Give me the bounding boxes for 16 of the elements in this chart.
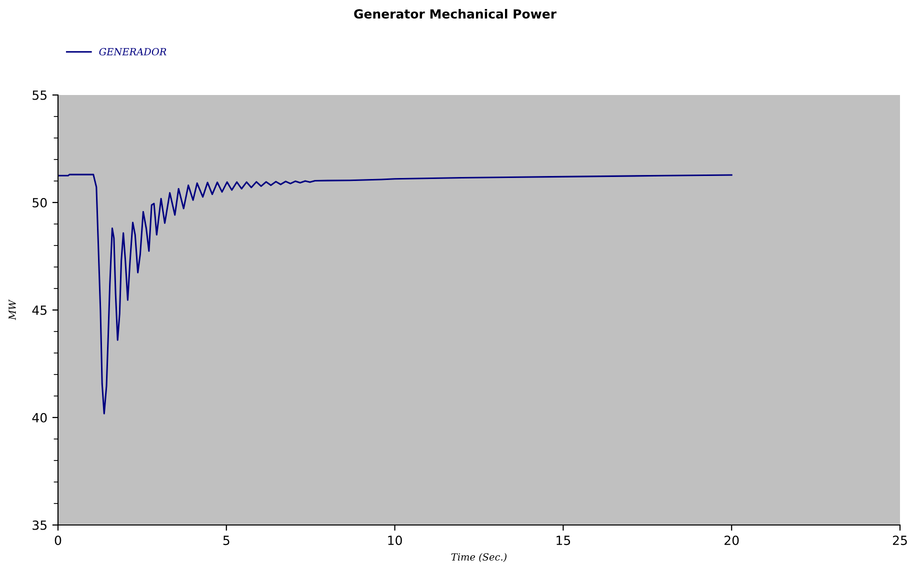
x-tick-label: 10 [388, 536, 402, 546]
line-series [58, 174, 732, 414]
x-tick-label: 15 [556, 536, 570, 546]
y-tick-label: 55 [32, 90, 46, 100]
y-tick-label: 50 [32, 198, 47, 208]
x-axis-title: Time (Sec.) [451, 553, 506, 562]
x-tick-label: 5 [223, 536, 230, 546]
y-tick-label: 35 [32, 520, 46, 530]
y-tick-label: 45 [32, 306, 46, 315]
legend-label: GENERADOR [99, 48, 166, 56]
y-tick-label: 40 [32, 412, 47, 422]
x-tick-label: 25 [892, 536, 907, 546]
x-tick-label: 20 [724, 536, 739, 546]
y-axis-title: MW [8, 299, 16, 320]
chart-title: Generator Mechanical Power [354, 8, 556, 19]
x-tick-label: 0 [54, 536, 62, 546]
